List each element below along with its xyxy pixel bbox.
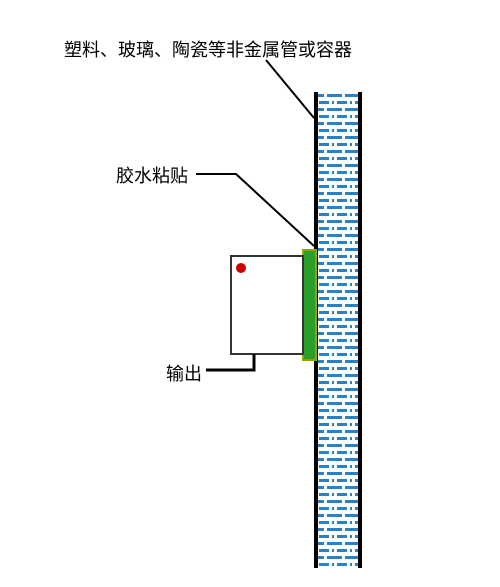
label-pipe-material: 塑料、玻璃、陶瓷等非金属管或容器 [64, 36, 352, 62]
label-output: 输出 [166, 360, 202, 386]
label-glue: 胶水粘贴 [116, 162, 188, 188]
diagram-svg [8, 8, 500, 579]
